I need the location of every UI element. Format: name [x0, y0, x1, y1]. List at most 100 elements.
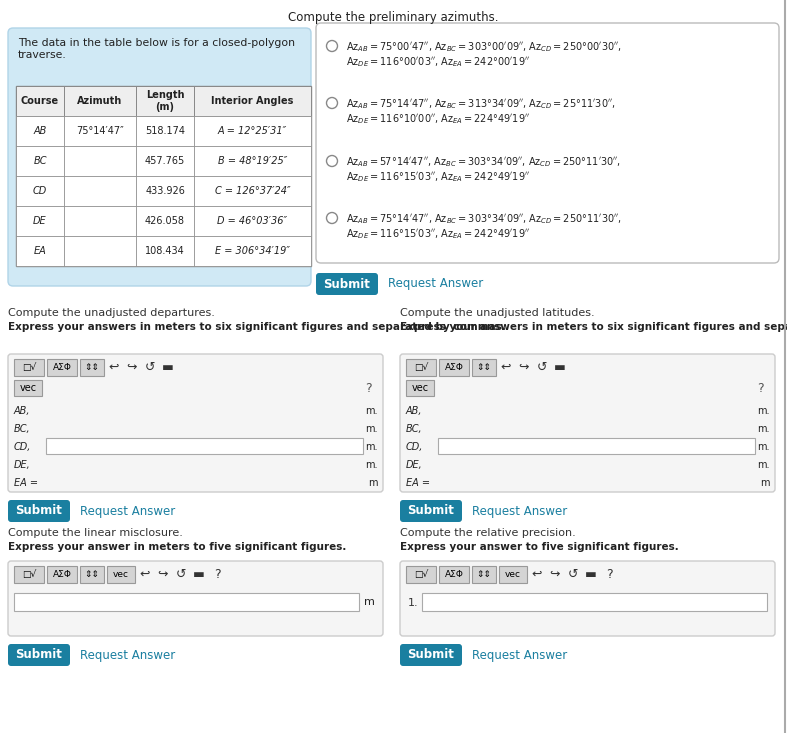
FancyBboxPatch shape: [400, 354, 775, 492]
FancyBboxPatch shape: [400, 644, 462, 666]
Bar: [14, 593, 359, 611]
Text: ↪: ↪: [519, 361, 529, 374]
Text: ⇕⇕: ⇕⇕: [84, 570, 99, 579]
Bar: [64, 86, 136, 116]
Text: $\mathrm{Az}_{AB}$$= 57°14'47''$, $\mathrm{Az}_{BC}$$= 303°34'09''$, $\mathrm{Az: $\mathrm{Az}_{AB}$$= 57°14'47''$, $\math…: [346, 155, 621, 169]
Text: m.: m.: [365, 460, 378, 470]
Text: $\mathrm{Az}_{AB}$$= 75°14'47''$, $\mathrm{Az}_{BC}$$= 303°34'09''$, $\mathrm{Az: $\mathrm{Az}_{AB}$$= 75°14'47''$, $\math…: [346, 212, 622, 226]
Bar: [499, 566, 527, 583]
Text: ⇕⇕: ⇕⇕: [476, 363, 492, 372]
Text: vec: vec: [20, 383, 36, 393]
Text: □√: □√: [414, 363, 428, 372]
Bar: [64, 236, 136, 266]
Text: CD: CD: [33, 186, 47, 196]
Bar: [16, 176, 64, 206]
Text: BC,: BC,: [14, 424, 31, 434]
Text: Request Answer: Request Answer: [472, 649, 567, 661]
Bar: [194, 116, 311, 146]
Bar: [136, 206, 194, 236]
Text: $\mathrm{Az}_{DE}$$= 116°15'03''$, $\mathrm{Az}_{EA}$$= 242°49'19''$: $\mathrm{Az}_{DE}$$= 116°15'03''$, $\mat…: [346, 227, 530, 241]
Text: m.: m.: [758, 406, 770, 416]
Bar: [16, 146, 64, 176]
Bar: [472, 359, 496, 376]
Bar: [107, 566, 135, 583]
Bar: [136, 146, 194, 176]
Text: AB,: AB,: [406, 406, 423, 416]
Text: ▬: ▬: [162, 361, 174, 374]
Text: Submit: Submit: [408, 649, 454, 661]
Bar: [80, 359, 104, 376]
Text: m.: m.: [758, 460, 770, 470]
Text: EA =: EA =: [406, 478, 430, 488]
Text: ?: ?: [756, 381, 763, 394]
Bar: [16, 86, 64, 116]
Text: Request Answer: Request Answer: [80, 649, 176, 661]
Text: Submit: Submit: [408, 504, 454, 517]
Text: ΑΣΦ: ΑΣΦ: [445, 570, 464, 579]
Text: Express your answers in meters to six significant figures and separated by comma: Express your answers in meters to six si…: [400, 322, 787, 332]
Text: ΑΣΦ: ΑΣΦ: [53, 363, 72, 372]
Text: D = 46°03′36″: D = 46°03′36″: [217, 216, 287, 226]
Bar: [64, 146, 136, 176]
Text: m.: m.: [365, 442, 378, 452]
Text: DE,: DE,: [406, 460, 423, 470]
Text: ↺: ↺: [176, 568, 187, 581]
Text: m.: m.: [758, 442, 770, 452]
Bar: [438, 438, 755, 454]
Text: $\mathrm{Az}_{DE}$$= 116°15'03''$, $\mathrm{Az}_{EA}$$= 242°49'19''$: $\mathrm{Az}_{DE}$$= 116°15'03''$, $\mat…: [346, 170, 530, 184]
Text: ↩: ↩: [109, 361, 120, 374]
Text: Submit: Submit: [323, 278, 371, 290]
Text: $\mathrm{Az}_{DE}$$= 116°10'00''$, $\mathrm{Az}_{EA}$$= 224°49'19''$: $\mathrm{Az}_{DE}$$= 116°10'00''$, $\mat…: [346, 112, 530, 126]
Text: Compute the linear misclosure.: Compute the linear misclosure.: [8, 528, 183, 538]
Text: 457.765: 457.765: [145, 156, 185, 166]
Text: CD,: CD,: [406, 442, 423, 452]
Text: vec: vec: [113, 570, 129, 579]
Bar: [16, 116, 64, 146]
Text: AB,: AB,: [14, 406, 31, 416]
Text: ↩: ↩: [532, 568, 542, 581]
Bar: [194, 236, 311, 266]
Text: Compute the unadjusted latitudes.: Compute the unadjusted latitudes.: [400, 308, 595, 318]
Text: $\mathrm{Az}_{DE}$$= 116°00'03''$, $\mathrm{Az}_{EA}$$= 242°00'19''$: $\mathrm{Az}_{DE}$$= 116°00'03''$, $\mat…: [346, 55, 530, 69]
Bar: [194, 176, 311, 206]
Bar: [46, 438, 363, 454]
Bar: [47, 566, 77, 583]
Text: □√: □√: [414, 570, 428, 579]
Text: Express your answers in meters to six significant figures and separated by comma: Express your answers in meters to six si…: [8, 322, 506, 332]
Text: ↪: ↪: [550, 568, 560, 581]
Bar: [136, 236, 194, 266]
Bar: [64, 116, 136, 146]
Text: BC,: BC,: [406, 424, 423, 434]
Text: ΑΣΦ: ΑΣΦ: [53, 570, 72, 579]
Text: ▬: ▬: [585, 568, 597, 581]
Text: □√: □√: [22, 570, 36, 579]
Text: Request Answer: Request Answer: [80, 504, 176, 517]
Text: □√: □√: [22, 363, 36, 372]
FancyBboxPatch shape: [400, 561, 775, 636]
Text: Request Answer: Request Answer: [388, 278, 483, 290]
Text: C = 126°37′24″: C = 126°37′24″: [215, 186, 290, 196]
Text: 75°14′47″: 75°14′47″: [76, 126, 124, 136]
Text: 433.926: 433.926: [145, 186, 185, 196]
Text: ?: ?: [364, 381, 371, 394]
Bar: [136, 176, 194, 206]
Text: E = 306°34′19″: E = 306°34′19″: [215, 246, 290, 256]
Text: 518.174: 518.174: [145, 126, 185, 136]
Text: Submit: Submit: [16, 504, 62, 517]
Bar: [14, 566, 44, 583]
Bar: [47, 359, 77, 376]
Bar: [406, 359, 436, 376]
Bar: [406, 380, 434, 396]
Bar: [64, 176, 136, 206]
Text: Azimuth: Azimuth: [77, 96, 123, 106]
Text: ↪: ↪: [157, 568, 168, 581]
Text: ⇕⇕: ⇕⇕: [84, 363, 99, 372]
Text: ?: ?: [214, 568, 220, 581]
Text: 426.058: 426.058: [145, 216, 185, 226]
Text: vec: vec: [412, 383, 429, 393]
Bar: [472, 566, 496, 583]
Text: Request Answer: Request Answer: [472, 504, 567, 517]
Text: CD,: CD,: [14, 442, 31, 452]
Bar: [194, 146, 311, 176]
Text: DE,: DE,: [14, 460, 31, 470]
